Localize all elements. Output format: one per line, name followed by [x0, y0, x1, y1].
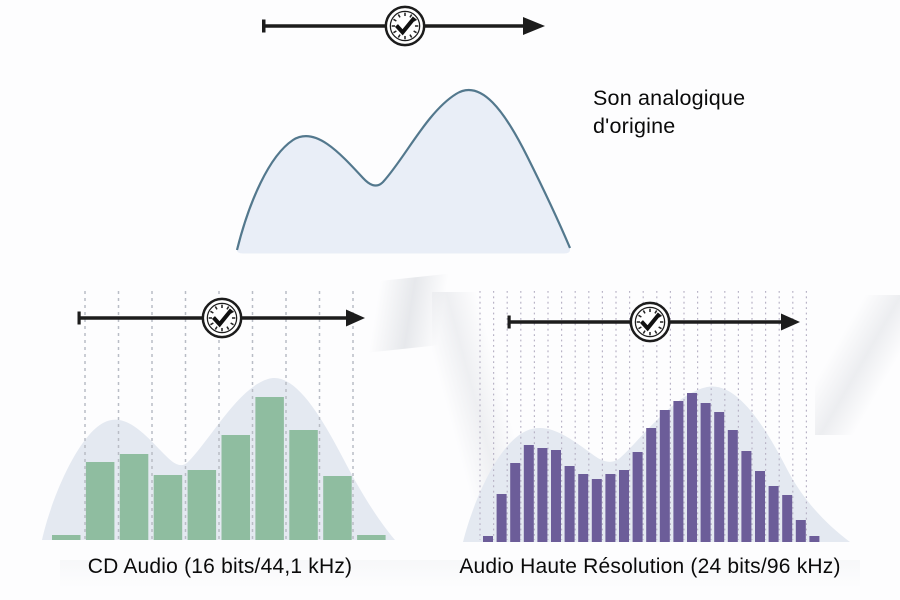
sample-bar: [153, 475, 183, 540]
sample-bar: [85, 462, 115, 540]
sample-bar: [632, 452, 643, 542]
sample-bar: [255, 397, 284, 540]
timeline-arrowhead: [523, 17, 545, 35]
cd-chart: [42, 291, 395, 540]
sampling-timeline: [77, 299, 365, 337]
analog-wave-fill: [237, 89, 570, 254]
sample-bar: [357, 535, 386, 540]
sample-bar: [687, 393, 697, 542]
clock-check-icon: [631, 303, 669, 341]
sample-bar: [727, 430, 738, 542]
sample-bar: [187, 470, 217, 540]
sample-bar: [289, 430, 318, 540]
sample-bar: [551, 450, 561, 542]
sample-bar: [578, 474, 589, 542]
sample-bar: [510, 463, 521, 542]
hires-chart: [463, 291, 850, 542]
sample-bar: [591, 479, 602, 542]
sampling-timeline: [507, 303, 800, 341]
sample-bar: [768, 486, 779, 542]
analog-waveform: [235, 88, 572, 254]
timeline-arrowhead: [346, 309, 365, 327]
sample-bar: [119, 454, 149, 540]
sample-bar: [700, 403, 711, 542]
sample-bar: [221, 435, 250, 540]
sample-bars: [52, 397, 386, 540]
analog-wave-outline: [235, 88, 572, 251]
sample-bar: [564, 466, 575, 542]
cd-chart-label: CD Audio (16 bits/44,1 kHz): [87, 555, 353, 578]
timeline-arrowhead: [781, 313, 800, 331]
sample-bar: [323, 476, 352, 540]
sample-bar: [714, 412, 725, 542]
sample-bar: [741, 451, 752, 542]
sample-bar: [755, 471, 765, 542]
sample-bar: [523, 445, 534, 542]
sample-bar: [619, 470, 629, 542]
sample-bar: [537, 448, 548, 542]
sample-bars: [483, 393, 820, 542]
sample-bar: [646, 428, 657, 542]
analog-label: Son analogique d'origine: [593, 86, 746, 139]
hires-chart-label: Audio Haute Résolution (24 bits/96 kHz): [459, 555, 841, 578]
sample-bar: [673, 401, 684, 542]
sample-bar: [52, 535, 81, 540]
sample-bar: [809, 536, 820, 542]
clock-check-icon: [386, 7, 424, 45]
sample-bar: [659, 410, 670, 542]
sample-bar: [795, 520, 806, 542]
analog-timeline-arrow: [262, 2, 545, 50]
sample-bar: [496, 494, 507, 542]
sampling-gridlines: [479, 291, 807, 540]
sample-bar: [605, 474, 616, 542]
clock-check-icon: [203, 299, 241, 337]
sample-bar: [782, 495, 793, 542]
sample-bar: [483, 536, 493, 542]
